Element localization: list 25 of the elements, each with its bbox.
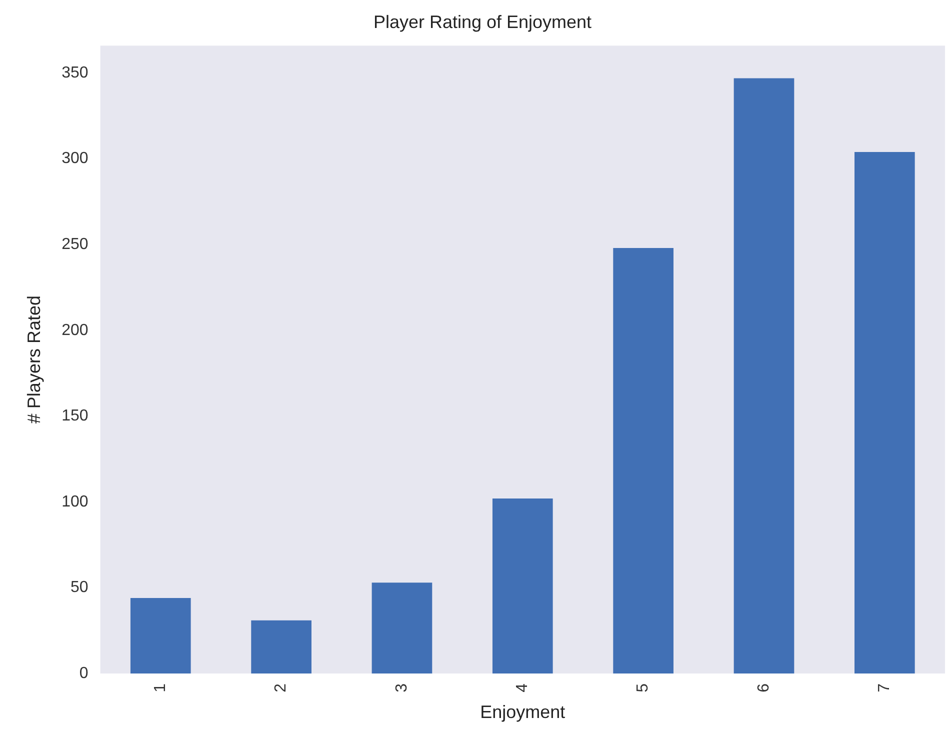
chart-title: Player Rating of Enjoyment (373, 12, 592, 32)
y-tick-label: 200 (62, 322, 88, 339)
x-tick-label: 3 (393, 683, 410, 692)
bar (613, 248, 674, 674)
x-tick-label: 4 (514, 683, 532, 692)
y-tick-label: 0 (79, 664, 88, 682)
x-tick-label: 2 (272, 683, 290, 692)
y-axis-title: # Players Rated (24, 296, 44, 424)
y-tick-label: 350 (62, 64, 88, 82)
y-tick-label: 300 (62, 150, 88, 168)
bar (854, 152, 915, 674)
x-axis-title: Enjoyment (480, 702, 566, 722)
y-tick-label: 50 (70, 579, 88, 596)
x-tick-label: 6 (755, 683, 772, 692)
x-tick-label: 1 (152, 683, 170, 692)
bar (130, 598, 191, 674)
bar (251, 620, 312, 674)
x-tick-label: 7 (876, 683, 894, 692)
x-tick-label: 5 (634, 683, 652, 692)
y-tick-label: 150 (62, 408, 88, 425)
y-tick-label: 100 (62, 493, 88, 510)
bar (492, 498, 553, 674)
y-tick-label: 250 (62, 236, 88, 254)
bar (372, 582, 432, 674)
bar (734, 78, 794, 674)
